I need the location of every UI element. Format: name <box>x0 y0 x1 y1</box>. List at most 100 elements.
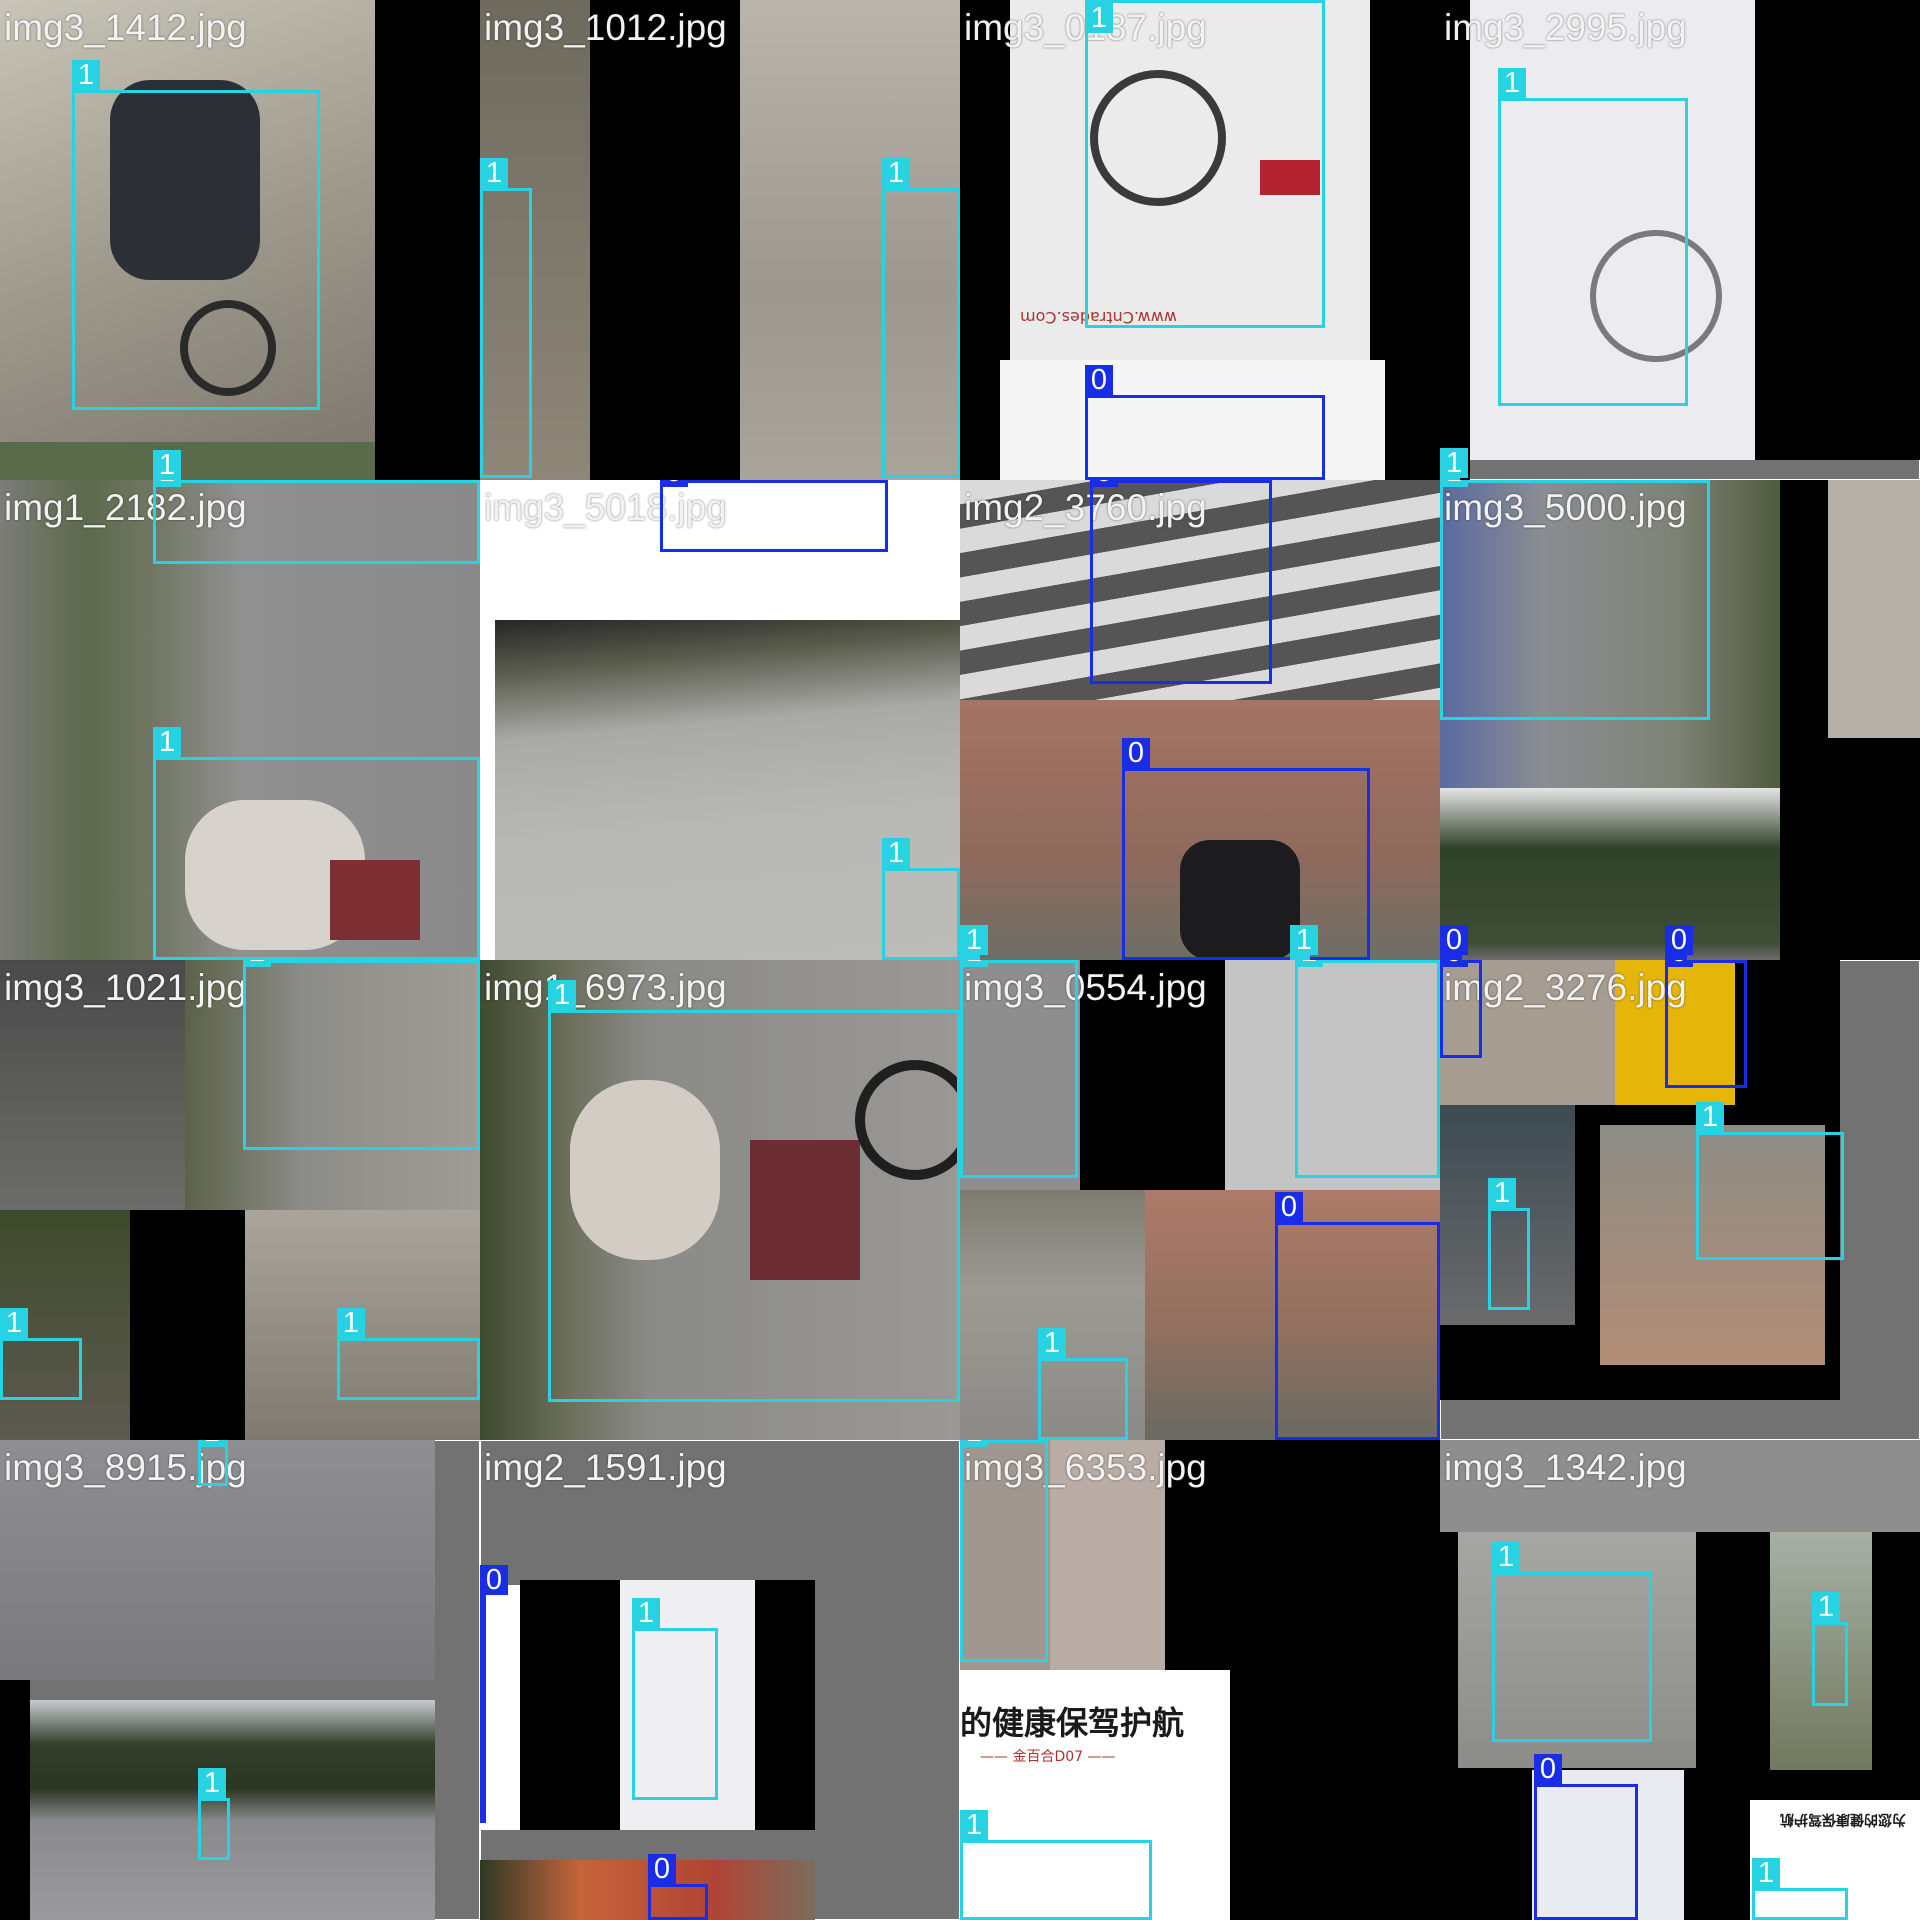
bbox-wheelchair: 1 <box>960 1810 1152 1920</box>
bbox-wheelchair: 1 <box>882 158 960 478</box>
bbox-person: 0 <box>1085 365 1325 480</box>
tile-9: img3_1021.jpg 1 1 1 <box>0 960 480 1440</box>
bbox-wheelchair: 1 <box>1085 0 1325 328</box>
scene-photo <box>1532 1770 1684 1920</box>
class-label: 0 <box>660 480 688 487</box>
class-label: 1 <box>1696 1102 1724 1132</box>
ad-small-text: 为您的健康保驾护航 <box>1780 1811 1906 1827</box>
scene-photo <box>1600 1125 1825 1365</box>
scene-strip <box>0 442 375 480</box>
class-label: 1 <box>480 158 508 188</box>
ad-headline: 的健康保驾护航 <box>960 1704 1185 1742</box>
class-label: 1 <box>198 1440 226 1447</box>
bbox-person: 0 <box>660 480 888 552</box>
bbox-wheelchair: 1 <box>1440 480 1710 720</box>
tile-11: img3_0554.jpg 1 1 0 1 <box>960 960 1440 1440</box>
scene-photo <box>480 1585 520 1830</box>
tile-12: img2_3276.jpg 0 0 1 1 <box>1440 960 1920 1440</box>
scene-photo <box>480 960 960 1440</box>
tile-14: img2_1591.jpg 0 1 0 <box>480 1440 960 1920</box>
tile-filename: img3_1012.jpg <box>484 7 727 48</box>
bbox-person: 0 <box>480 1565 508 1823</box>
padding-area <box>1080 960 1225 1190</box>
ad-model-line: —— 金百合D07 —— <box>980 1749 1116 1765</box>
class-label: 1 <box>960 1440 988 1447</box>
padding-area <box>520 1580 620 1830</box>
bbox-wheelchair: 1 <box>1812 1592 1848 1706</box>
bbox-wheelchair: 1 <box>1440 448 1468 480</box>
class-label: 1 <box>632 1598 660 1628</box>
class-label: 1 <box>1752 1858 1780 1888</box>
class-label: 1 <box>1492 1542 1520 1572</box>
bbox-person: 0 <box>1122 738 1370 960</box>
bbox-wheelchair: 1 <box>0 1308 82 1400</box>
padding-area <box>590 0 740 480</box>
tile-filename: img3_8915.jpg <box>4 1447 247 1488</box>
class-label: 0 <box>1275 1192 1303 1222</box>
tile-13: img3_8915.jpg 1 1 <box>0 1440 480 1920</box>
tile-filename: img3_2995.jpg <box>1444 7 1687 48</box>
tile-7: img2_3760.jpg 0 0 1 1 <box>960 480 1440 960</box>
class-label: 1 <box>960 925 988 955</box>
scene-photo <box>30 1700 435 1920</box>
tile-6: img3_5018.jpg 0 1 <box>480 480 960 960</box>
class-label: 1 <box>1038 1328 1066 1358</box>
bbox-person: 0 <box>1534 1754 1638 1920</box>
bbox-person: 0 <box>1440 925 1468 960</box>
scene-photo <box>480 0 590 480</box>
bbox-person: 0 <box>1665 960 1747 1088</box>
class-label: 1 <box>960 960 988 967</box>
tile-4: img3_2995.jpg 1 1 <box>1440 0 1920 480</box>
class-label: 1 <box>1498 68 1526 98</box>
bbox-wheelchair: 1 <box>198 1440 228 1486</box>
bbox-wheelchair: 1 <box>960 925 988 960</box>
class-label: 0 <box>1534 1754 1562 1784</box>
class-label: 1 <box>882 158 910 188</box>
class-label: 1 <box>960 1810 988 1840</box>
class-label: 0 <box>1122 738 1150 768</box>
scene-photo <box>960 960 1080 1190</box>
tile-filename: img2_1591.jpg <box>484 1447 727 1488</box>
scene-photo <box>0 960 185 1210</box>
wheel-shape <box>180 300 276 396</box>
padding-area <box>0 1680 30 1920</box>
bbox-wheelchair: 1 <box>882 838 960 960</box>
ad-banner <box>960 1670 1230 1920</box>
bbox-wheelchair: 1 <box>1295 960 1440 1178</box>
class-label: 1 <box>882 838 910 868</box>
bbox-wheelchair: 1 <box>632 1598 718 1800</box>
scene-photo <box>1828 480 1920 738</box>
padding-area <box>375 0 480 480</box>
tile-filename: img1_6973.jpg <box>484 967 727 1008</box>
scene-photo <box>960 1190 1145 1440</box>
tile-filename: img3_1021.jpg <box>4 967 247 1008</box>
bbox-person: 0 <box>648 1854 708 1920</box>
scene-photo <box>960 480 1440 700</box>
class-label: 1 <box>1440 448 1468 478</box>
class-label: 0 <box>1665 960 1693 967</box>
scene-photo <box>740 0 960 480</box>
class-label: 0 <box>1440 925 1468 955</box>
scene-photo <box>0 1440 435 1680</box>
padding-area <box>1755 0 1920 460</box>
tile-filename: img3_1342.jpg <box>1444 1447 1687 1488</box>
tile-filename: img3_5018.jpg <box>484 487 727 528</box>
class-label: 1 <box>1812 1592 1840 1622</box>
class-label: 0 <box>1090 480 1118 487</box>
class-label: 0 <box>480 1565 508 1595</box>
bbox-person: 0 <box>1440 960 1482 1058</box>
scene-photo <box>1615 960 1735 1105</box>
class-label: 1 <box>1440 480 1468 487</box>
tile-8: img3_5000.jpg 1 0 0 <box>1440 480 1920 960</box>
bbox-wheelchair: 1 <box>198 1768 230 1860</box>
scene-photo <box>1440 960 1615 1105</box>
tile-filename: img3_1412.jpg <box>4 7 247 48</box>
bbox-wheelchair: 1 <box>1752 1858 1848 1920</box>
bbox-wheelchair: 1 <box>960 1440 1048 1662</box>
class-label: 1 <box>72 60 100 90</box>
tile-10: img1_6973.jpg 1 <box>480 960 960 1440</box>
class-label: 0 <box>1085 365 1113 395</box>
tile-3: www.Cntrades.Com img3_0187.jpg 1 0 <box>960 0 1440 480</box>
padding-area <box>755 1580 815 1830</box>
tile-filename: img3_6353.jpg <box>964 1447 1207 1488</box>
